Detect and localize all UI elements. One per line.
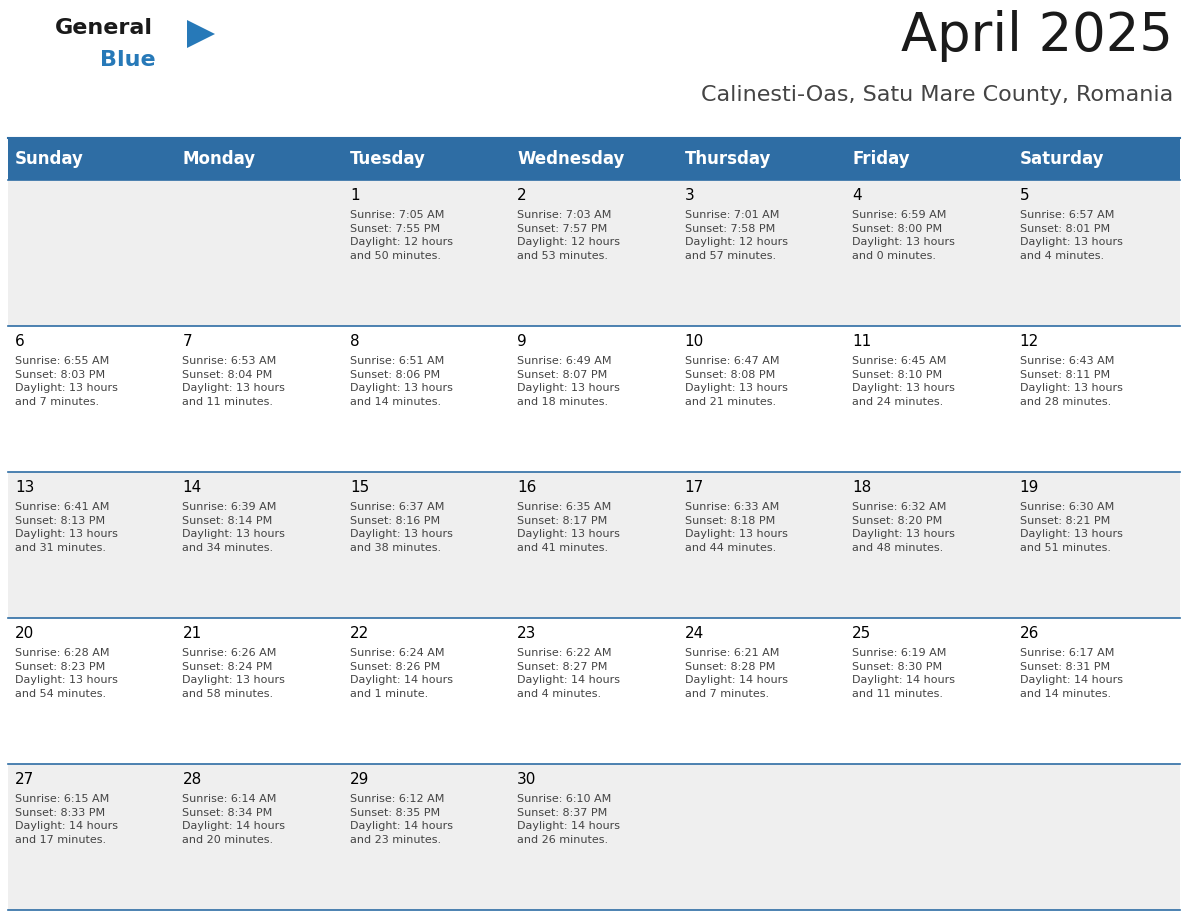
Text: Thursday: Thursday [684, 150, 771, 168]
Text: Sunrise: 6:57 AM
Sunset: 8:01 PM
Daylight: 13 hours
and 4 minutes.: Sunrise: 6:57 AM Sunset: 8:01 PM Dayligh… [1019, 210, 1123, 261]
Text: 26: 26 [1019, 626, 1040, 641]
Text: 29: 29 [349, 772, 369, 787]
Text: Monday: Monday [183, 150, 255, 168]
Text: Sunrise: 6:32 AM
Sunset: 8:20 PM
Daylight: 13 hours
and 48 minutes.: Sunrise: 6:32 AM Sunset: 8:20 PM Dayligh… [852, 502, 955, 553]
Bar [8, 180, 1180, 326]
Text: 8: 8 [349, 334, 360, 349]
Text: 4: 4 [852, 188, 861, 203]
Text: 2: 2 [517, 188, 527, 203]
Text: 21: 21 [183, 626, 202, 641]
Text: 28: 28 [183, 772, 202, 787]
Text: Sunrise: 6:37 AM
Sunset: 8:16 PM
Daylight: 13 hours
and 38 minutes.: Sunrise: 6:37 AM Sunset: 8:16 PM Dayligh… [349, 502, 453, 553]
Text: 22: 22 [349, 626, 369, 641]
Text: Friday: Friday [852, 150, 910, 168]
Text: Sunrise: 6:30 AM
Sunset: 8:21 PM
Daylight: 13 hours
and 51 minutes.: Sunrise: 6:30 AM Sunset: 8:21 PM Dayligh… [1019, 502, 1123, 553]
Text: Sunrise: 6:26 AM
Sunset: 8:24 PM
Daylight: 13 hours
and 58 minutes.: Sunrise: 6:26 AM Sunset: 8:24 PM Dayligh… [183, 648, 285, 699]
Text: Sunrise: 6:19 AM
Sunset: 8:30 PM
Daylight: 14 hours
and 11 minutes.: Sunrise: 6:19 AM Sunset: 8:30 PM Dayligh… [852, 648, 955, 699]
Bar [8, 472, 1180, 618]
Text: 23: 23 [517, 626, 537, 641]
Text: Sunrise: 6:39 AM
Sunset: 8:14 PM
Daylight: 13 hours
and 34 minutes.: Sunrise: 6:39 AM Sunset: 8:14 PM Dayligh… [183, 502, 285, 553]
Text: 1: 1 [349, 188, 360, 203]
Text: 12: 12 [1019, 334, 1038, 349]
Text: 6: 6 [15, 334, 25, 349]
Bar [8, 618, 1180, 764]
Text: 11: 11 [852, 334, 871, 349]
Text: 13: 13 [15, 480, 34, 495]
Text: Sunrise: 6:45 AM
Sunset: 8:10 PM
Daylight: 13 hours
and 24 minutes.: Sunrise: 6:45 AM Sunset: 8:10 PM Dayligh… [852, 356, 955, 407]
Text: Sunrise: 6:21 AM
Sunset: 8:28 PM
Daylight: 14 hours
and 7 minutes.: Sunrise: 6:21 AM Sunset: 8:28 PM Dayligh… [684, 648, 788, 699]
Bar [677, 138, 845, 180]
Text: Sunrise: 7:05 AM
Sunset: 7:55 PM
Daylight: 12 hours
and 50 minutes.: Sunrise: 7:05 AM Sunset: 7:55 PM Dayligh… [349, 210, 453, 261]
Text: Sunrise: 6:33 AM
Sunset: 8:18 PM
Daylight: 13 hours
and 44 minutes.: Sunrise: 6:33 AM Sunset: 8:18 PM Dayligh… [684, 502, 788, 553]
Text: Sunrise: 6:59 AM
Sunset: 8:00 PM
Daylight: 13 hours
and 0 minutes.: Sunrise: 6:59 AM Sunset: 8:00 PM Dayligh… [852, 210, 955, 261]
Text: Sunrise: 6:49 AM
Sunset: 8:07 PM
Daylight: 13 hours
and 18 minutes.: Sunrise: 6:49 AM Sunset: 8:07 PM Dayligh… [517, 356, 620, 407]
Text: Sunrise: 7:03 AM
Sunset: 7:57 PM
Daylight: 12 hours
and 53 minutes.: Sunrise: 7:03 AM Sunset: 7:57 PM Dayligh… [517, 210, 620, 261]
Text: Tuesday: Tuesday [349, 150, 425, 168]
Text: Sunrise: 6:53 AM
Sunset: 8:04 PM
Daylight: 13 hours
and 11 minutes.: Sunrise: 6:53 AM Sunset: 8:04 PM Dayligh… [183, 356, 285, 407]
Text: 20: 20 [15, 626, 34, 641]
Text: Sunrise: 6:15 AM
Sunset: 8:33 PM
Daylight: 14 hours
and 17 minutes.: Sunrise: 6:15 AM Sunset: 8:33 PM Dayligh… [15, 794, 118, 845]
Text: 16: 16 [517, 480, 537, 495]
Text: April 2025: April 2025 [902, 10, 1173, 62]
Text: 14: 14 [183, 480, 202, 495]
Text: 9: 9 [517, 334, 527, 349]
Text: Wednesday: Wednesday [517, 150, 625, 168]
Text: 30: 30 [517, 772, 537, 787]
Text: Sunday: Sunday [15, 150, 84, 168]
Text: General: General [55, 18, 153, 38]
Text: Sunrise: 6:22 AM
Sunset: 8:27 PM
Daylight: 14 hours
and 4 minutes.: Sunrise: 6:22 AM Sunset: 8:27 PM Dayligh… [517, 648, 620, 699]
Bar [8, 138, 176, 180]
Text: Sunrise: 6:17 AM
Sunset: 8:31 PM
Daylight: 14 hours
and 14 minutes.: Sunrise: 6:17 AM Sunset: 8:31 PM Dayligh… [1019, 648, 1123, 699]
Text: 19: 19 [1019, 480, 1040, 495]
Text: 18: 18 [852, 480, 871, 495]
Text: Sunrise: 6:51 AM
Sunset: 8:06 PM
Daylight: 13 hours
and 14 minutes.: Sunrise: 6:51 AM Sunset: 8:06 PM Dayligh… [349, 356, 453, 407]
Text: Sunrise: 6:14 AM
Sunset: 8:34 PM
Daylight: 14 hours
and 20 minutes.: Sunrise: 6:14 AM Sunset: 8:34 PM Dayligh… [183, 794, 285, 845]
Bar [343, 138, 511, 180]
Bar [845, 138, 1012, 180]
Text: 15: 15 [349, 480, 369, 495]
Text: Sunrise: 6:55 AM
Sunset: 8:03 PM
Daylight: 13 hours
and 7 minutes.: Sunrise: 6:55 AM Sunset: 8:03 PM Dayligh… [15, 356, 118, 407]
Bar [8, 326, 1180, 472]
Bar [8, 764, 1180, 910]
Text: Sunrise: 6:28 AM
Sunset: 8:23 PM
Daylight: 13 hours
and 54 minutes.: Sunrise: 6:28 AM Sunset: 8:23 PM Dayligh… [15, 648, 118, 699]
Text: 17: 17 [684, 480, 704, 495]
Text: Sunrise: 6:35 AM
Sunset: 8:17 PM
Daylight: 13 hours
and 41 minutes.: Sunrise: 6:35 AM Sunset: 8:17 PM Dayligh… [517, 502, 620, 553]
Text: Calinesti-Oas, Satu Mare County, Romania: Calinesti-Oas, Satu Mare County, Romania [701, 85, 1173, 105]
Text: Sunrise: 7:01 AM
Sunset: 7:58 PM
Daylight: 12 hours
and 57 minutes.: Sunrise: 7:01 AM Sunset: 7:58 PM Dayligh… [684, 210, 788, 261]
Bar [176, 138, 343, 180]
Bar [511, 138, 677, 180]
Text: Sunrise: 6:24 AM
Sunset: 8:26 PM
Daylight: 14 hours
and 1 minute.: Sunrise: 6:24 AM Sunset: 8:26 PM Dayligh… [349, 648, 453, 699]
Text: 25: 25 [852, 626, 871, 641]
Text: 27: 27 [15, 772, 34, 787]
Bar [1012, 138, 1180, 180]
Text: 10: 10 [684, 334, 704, 349]
Text: Sunrise: 6:41 AM
Sunset: 8:13 PM
Daylight: 13 hours
and 31 minutes.: Sunrise: 6:41 AM Sunset: 8:13 PM Dayligh… [15, 502, 118, 553]
Text: 24: 24 [684, 626, 704, 641]
Text: Sunrise: 6:10 AM
Sunset: 8:37 PM
Daylight: 14 hours
and 26 minutes.: Sunrise: 6:10 AM Sunset: 8:37 PM Dayligh… [517, 794, 620, 845]
Text: Sunrise: 6:47 AM
Sunset: 8:08 PM
Daylight: 13 hours
and 21 minutes.: Sunrise: 6:47 AM Sunset: 8:08 PM Dayligh… [684, 356, 788, 407]
Text: 5: 5 [1019, 188, 1029, 203]
Text: Saturday: Saturday [1019, 150, 1104, 168]
Polygon shape [187, 20, 215, 48]
Text: 7: 7 [183, 334, 192, 349]
Text: Sunrise: 6:12 AM
Sunset: 8:35 PM
Daylight: 14 hours
and 23 minutes.: Sunrise: 6:12 AM Sunset: 8:35 PM Dayligh… [349, 794, 453, 845]
Text: 3: 3 [684, 188, 695, 203]
Text: Sunrise: 6:43 AM
Sunset: 8:11 PM
Daylight: 13 hours
and 28 minutes.: Sunrise: 6:43 AM Sunset: 8:11 PM Dayligh… [1019, 356, 1123, 407]
Text: Blue: Blue [100, 50, 156, 70]
